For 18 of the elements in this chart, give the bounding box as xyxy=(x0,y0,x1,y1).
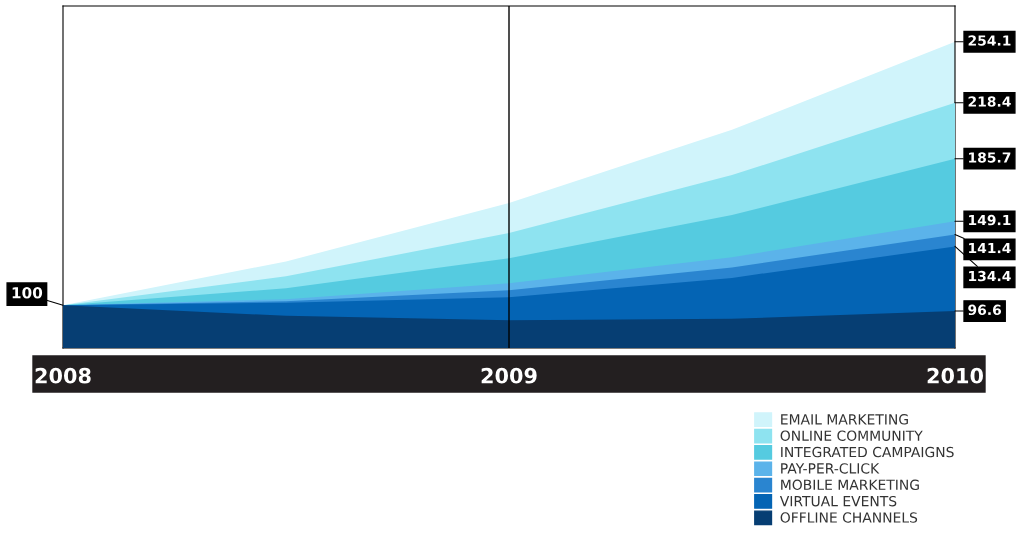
data-label: 134.4 xyxy=(969,270,1011,282)
annotation: 100 xyxy=(12,287,43,299)
data-label: 218.4 xyxy=(968,96,1011,107)
x-tick-label: 2008 xyxy=(35,367,91,384)
legend-label: MOBILE MARKETING xyxy=(781,479,919,491)
legend-label: VIRTUAL EVENTS xyxy=(779,495,897,507)
legend-label: ONLINE COMMUNITY xyxy=(780,430,923,441)
legend-label: INTEGRATED CAMPAIGNS xyxy=(781,446,954,458)
legend-label: PAY-PER-CLICK xyxy=(781,463,880,474)
legend-label: OFFLINE CHANNELS xyxy=(780,512,918,523)
data-label: 149.1 xyxy=(969,214,1011,226)
data-label: 254.1 xyxy=(968,35,1011,46)
data-label: 141.4 xyxy=(969,243,1011,254)
legend-label: EMAIL MARKETING xyxy=(781,414,908,425)
x-tick-label: 2009 xyxy=(481,367,537,384)
data-label: 96.6 xyxy=(968,304,1002,316)
x-tick-label: 2010 xyxy=(927,367,983,384)
data-label: 185.7 xyxy=(969,152,1011,163)
